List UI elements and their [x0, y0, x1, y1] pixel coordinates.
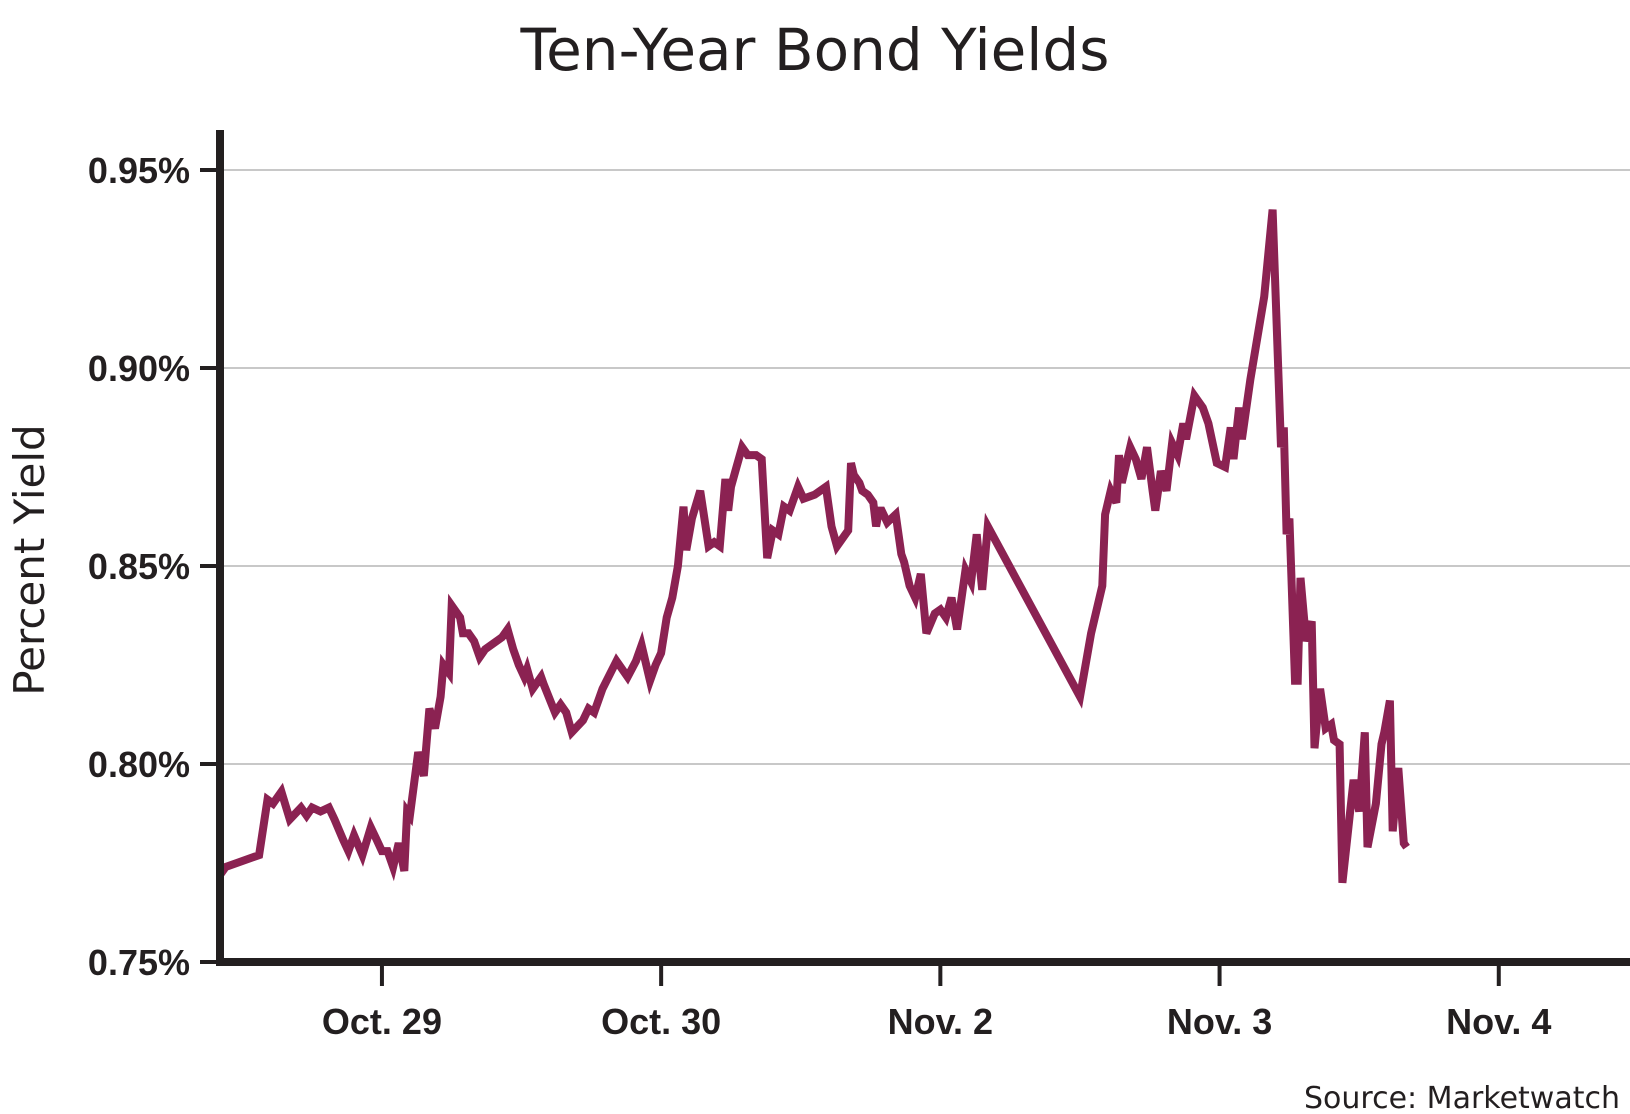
- x-tick-label: Nov. 3: [1167, 1001, 1272, 1042]
- gridlines: [220, 169, 1630, 765]
- x-tick-label: Oct. 30: [601, 1001, 721, 1042]
- y-tick-label: 0.85%: [88, 546, 190, 587]
- y-tick-label: 0.75%: [88, 942, 190, 983]
- series-line: [216, 209, 1410, 884]
- x-axis-ticks: Oct. 29 Oct. 30 Nov. 2 Nov. 3 Nov. 4: [322, 962, 1551, 1042]
- x-tick-label: Nov. 2: [888, 1001, 993, 1042]
- y-tick-label: 0.80%: [88, 744, 190, 785]
- y-axis-label: Percent Yield: [5, 424, 54, 695]
- y-tick-label: 0.95%: [88, 150, 190, 191]
- source-note: Source: Marketwatch: [1304, 1081, 1620, 1114]
- chart-title: Ten-Year Bond Yields: [520, 16, 1110, 84]
- x-tick-label: Oct. 29: [322, 1001, 442, 1042]
- y-axis-ticks: 0.75% 0.80% 0.85% 0.90% 0.95%: [88, 150, 220, 983]
- x-tick-label: Nov. 4: [1446, 1001, 1551, 1042]
- y-tick-label: 0.90%: [88, 348, 190, 389]
